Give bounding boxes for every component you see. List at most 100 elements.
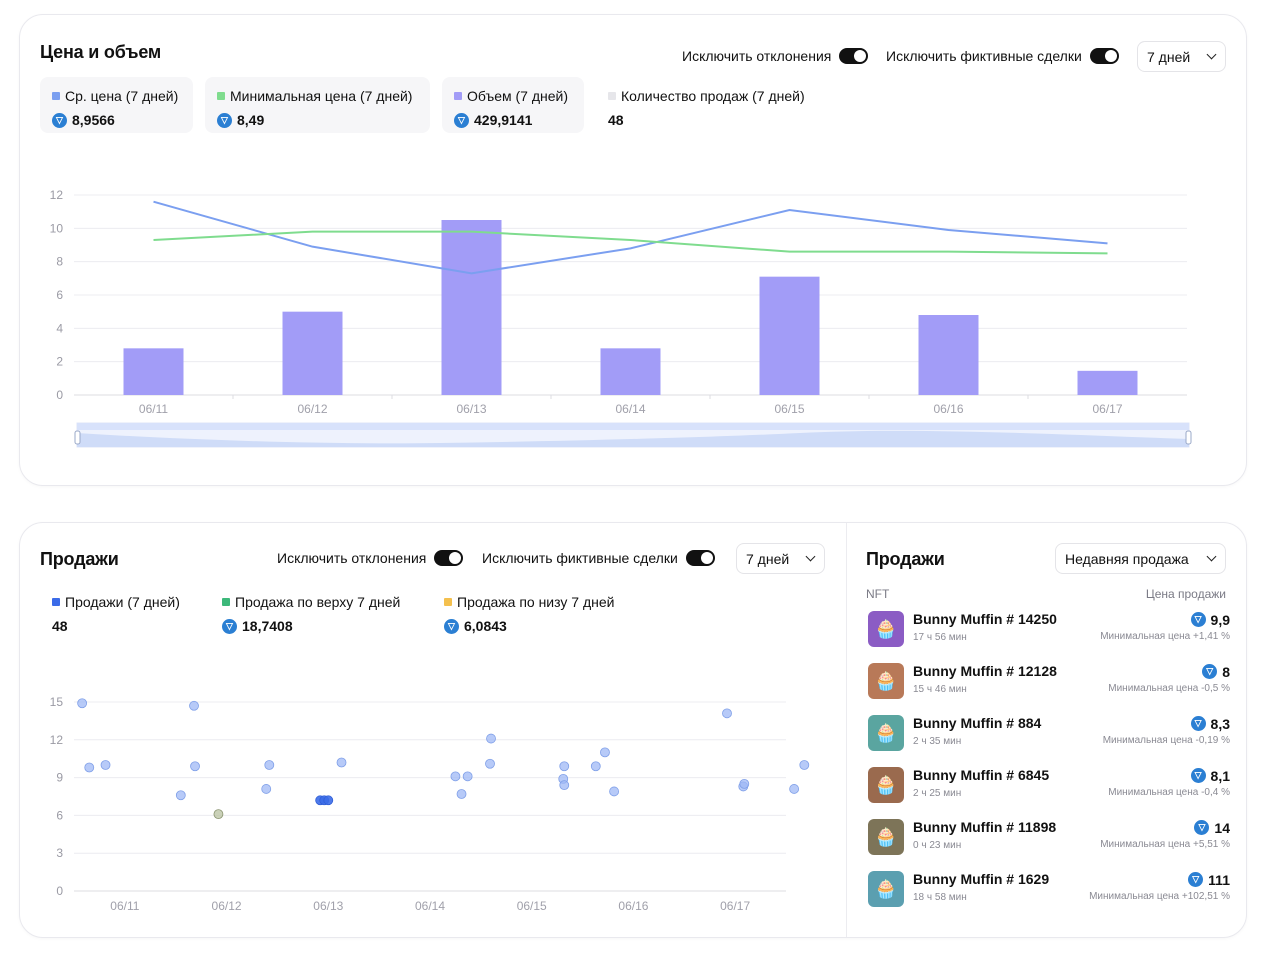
sale-point <box>739 778 750 789</box>
legend-square-icon <box>52 92 60 100</box>
sales-range-dropdown[interactable]: 7 дней <box>736 543 825 574</box>
legend-square-icon <box>222 598 230 606</box>
ton-icon: ▽ <box>454 112 469 128</box>
nft-sale-row[interactable]: 🧁 Bunny Muffin # 6845 2 ч 25 мин ▽ 8,1 Минима… <box>868 765 1230 805</box>
stat-sales-count: Количество продаж (7 дней) 48 <box>596 77 826 133</box>
nft-sale-row[interactable]: 🧁 Bunny Muffin # 14250 17 ч 56 мин ▽ 9,9 Мини… <box>868 609 1230 649</box>
nft-thumbnail-icon[interactable]: 🧁 <box>868 871 904 907</box>
volume-bar <box>759 276 820 395</box>
stat-value: 429,9141 <box>474 112 533 128</box>
nft-thumbnail-icon[interactable]: 🧁 <box>868 715 904 751</box>
nft-name[interactable]: Bunny Muffin # 12128 <box>913 663 1057 679</box>
ton-icon: ▽ <box>444 618 459 634</box>
sale-point <box>559 761 570 772</box>
toggle-switch-icon[interactable] <box>839 48 869 64</box>
ton-icon: ▽ <box>217 112 232 128</box>
stat-label: Минимальная цена (7 дней) <box>230 88 413 104</box>
nft-thumbnail-icon[interactable]: 🧁 <box>868 663 904 699</box>
nft-sale-row[interactable]: 🧁 Bunny Muffin # 884 2 ч 35 мин ▽ 8,3 Минимал… <box>868 713 1230 753</box>
nft-name[interactable]: Bunny Muffin # 884 <box>913 715 1042 731</box>
nft-name[interactable]: Bunny Muffin # 6845 <box>913 767 1050 783</box>
y-tick-label: 4 <box>56 321 63 335</box>
sales-exclude-fake-toggle[interactable]: Исключить фиктивные сделки <box>482 550 715 566</box>
nft-sale-row[interactable]: 🧁 Bunny Muffin # 11898 0 ч 23 мин ▽ 14 Минима… <box>868 817 1230 857</box>
sale-point <box>600 747 610 758</box>
zoom-slider-bar[interactable] <box>77 423 1189 430</box>
toggle-switch-icon[interactable] <box>434 550 464 566</box>
nft-thumbnail-icon[interactable]: 🧁 <box>868 767 904 803</box>
sales-scatter-chart: 0 3 6 9 12 15 06/11 06/12 06/13 06/14 06/15 06/16 06… <box>50 695 810 913</box>
avg-price-line <box>153 200 1108 275</box>
volume-bar <box>918 315 979 395</box>
legend-square-icon <box>454 92 462 100</box>
nft-price: 8,3 <box>1210 715 1230 732</box>
stat-value: 48 <box>52 618 68 634</box>
volume-bar <box>1077 370 1138 395</box>
sale-point <box>450 771 461 782</box>
price-volume-chart: 0 2 4 6 8 10 12 06/11 06/12 06/13 06/14 06/15 06/16 0… <box>50 188 1192 448</box>
toggle-switch-icon[interactable] <box>685 550 715 566</box>
y-tick-label: 0 <box>56 884 63 898</box>
stat-sales-7d: Продажи (7 дней) 48 <box>40 583 200 645</box>
stat-label: Продажа по верху 7 дней <box>235 594 401 610</box>
recent-sort-dropdown[interactable]: Недавняя продажа <box>1055 543 1226 574</box>
nft-sale-time: 15 ч 46 мин <box>913 684 967 695</box>
y-tick-label: 3 <box>56 846 63 860</box>
nft-name[interactable]: Bunny Muffin # 14250 <box>913 611 1057 627</box>
sale-point <box>559 780 570 791</box>
nft-name[interactable]: Bunny Muffin # 11898 <box>913 819 1057 835</box>
nft-sale-row[interactable]: 🧁 Bunny Muffin # 1629 18 ч 58 мин ▽ 111 Миним… <box>868 869 1230 909</box>
y-tick-label: 15 <box>50 695 64 709</box>
min-price-line <box>153 230 1108 255</box>
nft-price: 111 <box>1208 871 1230 888</box>
nft-price-block: ▽ 8,3 Минимальная цена -0,19 % <box>1070 713 1230 746</box>
sale-point <box>100 760 111 770</box>
nft-name[interactable]: Bunny Muffin # 1629 <box>913 871 1050 887</box>
x-tick-label: 06/16 <box>618 899 648 913</box>
stat-min-price: Минимальная цена (7 дней) ▽ 8,49 <box>205 77 430 133</box>
x-tick-label: 06/17 <box>720 899 750 913</box>
stat-label: Количество продаж (7 дней) <box>621 88 805 104</box>
column-header-nft: NFT <box>866 587 890 601</box>
price-volume-card: Цена и объем Исключить отклонения Исключ… <box>19 14 1247 486</box>
sales-exclude-outliers-toggle[interactable]: Исключить отклонения <box>277 550 464 566</box>
volume-bar <box>441 220 502 395</box>
volume-bar <box>600 348 661 395</box>
nft-thumbnail-icon[interactable]: 🧁 <box>868 611 904 647</box>
nft-floor-diff: Минимальная цена -0,19 % <box>1102 734 1230 746</box>
nft-price: 8 <box>1222 663 1230 680</box>
sale-point <box>261 784 272 794</box>
x-tick-label: 06/13 <box>313 899 343 913</box>
sale-point <box>336 757 347 768</box>
stat-avg-price: Ср. цена (7 дней) ▽ 8,9566 <box>40 77 193 133</box>
nft-sale-time: 17 ч 56 мин <box>913 632 967 643</box>
y-tick-label: 10 <box>50 221 64 235</box>
nft-floor-diff: Минимальная цена +5,51 % <box>1100 838 1230 850</box>
zoom-handle-left[interactable] <box>74 430 81 445</box>
ton-icon: ▽ <box>1190 716 1206 731</box>
sale-point <box>175 790 186 801</box>
stat-value: 8,9566 <box>72 112 115 128</box>
volume-bar <box>123 348 184 395</box>
y-tick-label: 6 <box>56 808 63 822</box>
exclude-outliers-toggle[interactable]: Исключить отклонения <box>682 48 869 64</box>
x-tick-label: 06/15 <box>774 402 804 416</box>
nft-sale-time: 2 ч 35 мин <box>913 736 962 747</box>
sale-point <box>722 708 732 719</box>
ton-icon: ▽ <box>1190 768 1206 783</box>
sale-point <box>323 795 334 806</box>
exclude-fake-toggle[interactable]: Исключить фиктивные сделки <box>886 48 1119 64</box>
nft-sale-row[interactable]: 🧁 Bunny Muffin # 12128 15 ч 46 мин ▽ 8 Минима… <box>868 661 1230 701</box>
nft-thumbnail-icon[interactable]: 🧁 <box>868 819 904 855</box>
exclude-fake-label: Исключить фиктивные сделки <box>482 550 678 566</box>
sale-point <box>456 789 467 799</box>
range-dropdown[interactable]: 7 дней <box>1137 41 1226 72</box>
zoom-handle-right[interactable] <box>1185 430 1192 445</box>
toggle-switch-icon[interactable] <box>1089 48 1119 64</box>
stat-label: Объем (7 дней) <box>467 88 569 104</box>
sale-point <box>213 809 224 820</box>
x-tick-label: 06/11 <box>139 402 168 416</box>
column-header-price: Цена продажи <box>1145 587 1226 601</box>
zoom-slider-preview[interactable] <box>77 430 1189 447</box>
sale-point <box>486 733 496 744</box>
